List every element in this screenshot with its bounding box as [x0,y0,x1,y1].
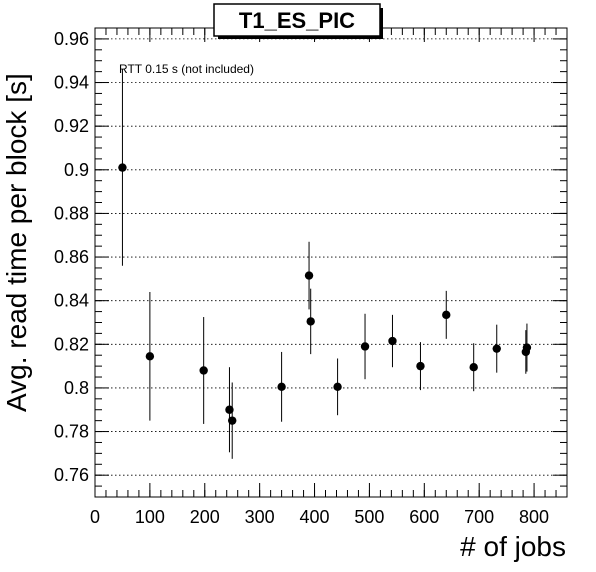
tick-labels: 0.76 0.78 0.8 0.82 0.84 0.86 0.88 0.9 0.92 0.94 0.… [54,29,549,527]
data-point [145,352,155,361]
y-tick-label: 0.88 [54,203,89,223]
title-box-shadow-bottom [218,36,383,39]
data-point [388,336,397,346]
y-tick-label: 0.86 [54,247,89,267]
y-tick-label: 0.92 [54,116,89,136]
y-tick-label: 0.8 [64,378,89,398]
title-box-shadow-right [380,8,383,39]
data-point [442,310,451,320]
x-tick-label: 500 [354,507,384,527]
x-tick-label: 300 [245,507,275,527]
data-point [360,342,370,351]
data-point [469,363,478,372]
y-tick-label: 0.9 [64,160,89,180]
y-tick-label: 0.78 [54,422,89,442]
data-points [118,69,532,459]
x-tick-label: 700 [464,507,494,527]
data-point [306,317,315,326]
data-point [304,271,314,280]
y-tick-label: 0.84 [54,291,89,311]
x-tick-label: 100 [135,507,165,527]
rtt-annotation: RTT 0.15 s (not included) [119,62,254,76]
chart-title: T1_ES_PIC [239,8,355,33]
data-point [118,163,127,172]
x-tick-label: 0 [90,507,100,527]
data-point [277,382,286,392]
x-tick-label: 200 [190,507,220,527]
data-point [416,361,425,371]
y-tick-label: 0.76 [54,465,89,485]
data-point [492,344,501,353]
x-tick-label: 600 [409,507,439,527]
data-point [199,366,208,375]
y-axis-title: Avg. read time per block [s] [1,73,32,412]
x-tick-label: 800 [519,507,549,527]
x-axis-title: # of jobs [460,531,566,562]
data-point [228,416,237,425]
x-tick-label: 400 [300,507,330,527]
y-tick-label: 0.82 [54,334,89,354]
data-point [333,382,342,392]
data-point [522,343,532,352]
grid-lines [95,38,567,476]
y-tick-label: 0.96 [54,29,89,49]
data-point [225,405,234,414]
y-tick-label: 0.94 [54,73,89,93]
